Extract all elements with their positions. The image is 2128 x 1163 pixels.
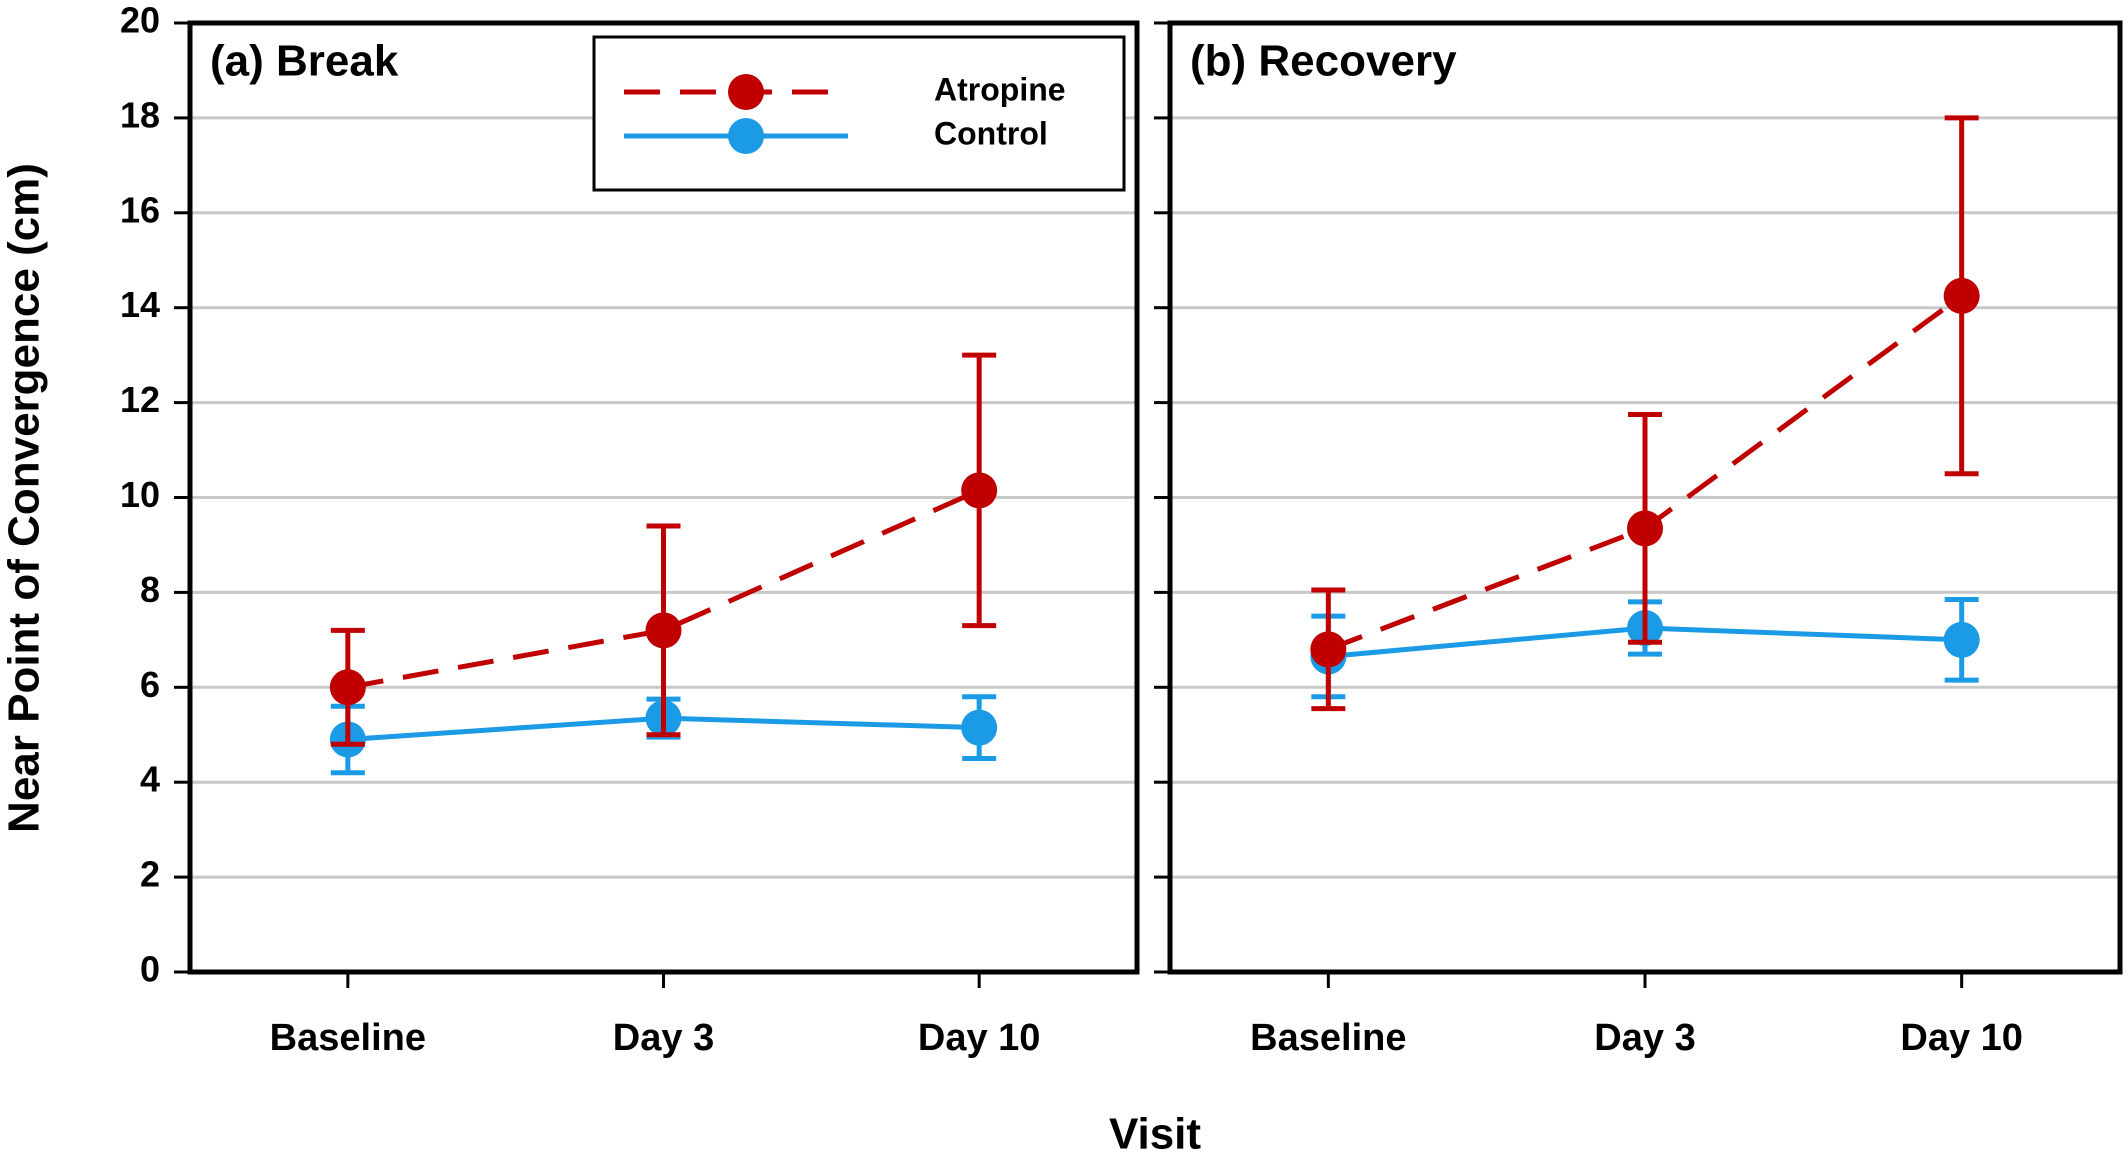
y-tick-label: 18 <box>120 94 160 135</box>
legend-box <box>592 35 1126 192</box>
marker <box>1943 621 1980 658</box>
marker <box>1310 631 1347 668</box>
y-tick-label: 6 <box>140 664 160 705</box>
y-axis-label: Near Point of Convergence (cm) <box>0 163 49 833</box>
x-tick-label: Day 3 <box>1594 1017 1695 1059</box>
y-tick-label: 20 <box>120 0 160 41</box>
x-tick-label: Baseline <box>270 1017 426 1059</box>
y-tick-label: 16 <box>120 189 160 230</box>
y-tick-label: 10 <box>120 474 160 515</box>
y-tick-label: 12 <box>120 379 160 420</box>
legend-label: Control <box>934 115 1048 151</box>
marker <box>1627 510 1663 547</box>
panel-frame <box>187 20 1140 975</box>
legend-marker <box>728 74 764 110</box>
panel-frame <box>1167 20 2123 975</box>
x-tick-label: Baseline <box>1250 1017 1406 1059</box>
legend-marker <box>728 118 764 154</box>
panel-title: (b) Recovery <box>1190 37 1457 86</box>
marker <box>1943 277 1980 314</box>
legend-label: Atropine <box>934 71 1066 107</box>
marker <box>329 669 366 706</box>
y-tick-label: 4 <box>140 759 160 800</box>
panel-title: (a) Break <box>210 37 399 86</box>
y-tick-label: 8 <box>140 569 160 610</box>
y-tick-label: 2 <box>140 854 160 895</box>
marker <box>645 612 682 649</box>
marker <box>961 472 998 509</box>
x-tick-label: Day 10 <box>918 1017 1041 1059</box>
marker <box>961 709 998 746</box>
x-tick-label: Day 3 <box>613 1017 714 1059</box>
x-tick-label: Day 10 <box>1900 1017 2023 1059</box>
y-tick-label: 14 <box>120 284 160 325</box>
y-tick-label: 0 <box>140 949 160 990</box>
x-axis-label: Visit <box>1109 1110 1201 1159</box>
